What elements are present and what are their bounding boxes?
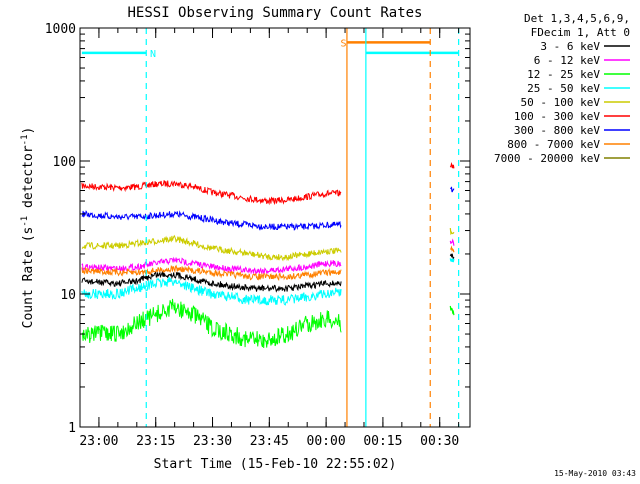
late-fragment-2	[449, 228, 455, 236]
plot-frame	[79, 27, 471, 428]
late-fragment-5	[449, 253, 455, 260]
y-tick-label: 1	[68, 421, 76, 436]
y-axis-label-part: -1	[20, 216, 30, 227]
series-line-6	[81, 276, 342, 306]
y-axis-label-part: Count Rate (s	[21, 227, 36, 329]
series-line-1	[81, 210, 342, 231]
late-fragment-7	[449, 305, 455, 316]
event-marker-0: N	[150, 49, 156, 60]
x-tick-label: 00:00	[307, 434, 346, 449]
x-tick-label: 23:30	[193, 434, 232, 449]
y-axis-label-part: )	[21, 127, 36, 135]
series-line-5	[81, 270, 342, 293]
legend-entry-label: 12 - 25 keV	[527, 68, 600, 81]
x-tick-label: 23:45	[250, 434, 289, 449]
legend-entry-label: 100 - 300 keV	[514, 110, 600, 123]
series-line-3	[81, 256, 342, 275]
y-tick-label: 10	[60, 288, 76, 303]
late-fragment-3	[449, 238, 455, 246]
late-fragment-0	[449, 161, 455, 169]
y-tick-label: 1000	[45, 22, 76, 37]
event-marker-1: S	[341, 38, 347, 49]
y-axis-label: Count Rate (s-1 detector-1)	[20, 127, 36, 329]
x-tick-label: 23:15	[136, 434, 175, 449]
series-line-7	[81, 298, 342, 349]
series-line-0	[81, 179, 342, 206]
late-fragment-6	[449, 258, 455, 263]
late-fragment-1	[450, 186, 455, 193]
late-fragment-4	[450, 245, 455, 253]
legend-entry-label: 300 - 800 keV	[514, 124, 600, 137]
legend-entry-label: 50 - 100 keV	[521, 96, 601, 109]
legend-entry-label: 800 - 7000 keV	[507, 138, 600, 151]
x-tick-label: 00:30	[420, 434, 459, 449]
legend-header: FDecim 1, Att 0	[531, 26, 630, 39]
series-line-4	[81, 264, 342, 282]
legend-entry-label: 7000 - 20000 keV	[494, 152, 600, 165]
legend-header: Det 1,3,4,5,6,9,	[524, 12, 630, 25]
y-axis-label-part: detector	[21, 145, 36, 216]
footer-timestamp: 15-May-2010 03:43	[554, 469, 636, 478]
y-axis-label-part: -1	[20, 134, 30, 145]
legend-entry-label: 25 - 50 keV	[527, 82, 600, 95]
legend-entry-label: 3 - 6 keV	[540, 40, 600, 53]
chart-title: HESSI Observing Summary Count Rates	[127, 5, 422, 21]
x-tick-label: 00:15	[363, 434, 402, 449]
y-tick-label: 100	[53, 155, 76, 170]
x-tick-label: 23:00	[79, 434, 118, 449]
x-axis-label: Start Time (15-Feb-10 22:55:02)	[154, 457, 397, 472]
legend-entry-label: 6 - 12 keV	[534, 54, 601, 67]
series-line-2	[81, 234, 342, 262]
